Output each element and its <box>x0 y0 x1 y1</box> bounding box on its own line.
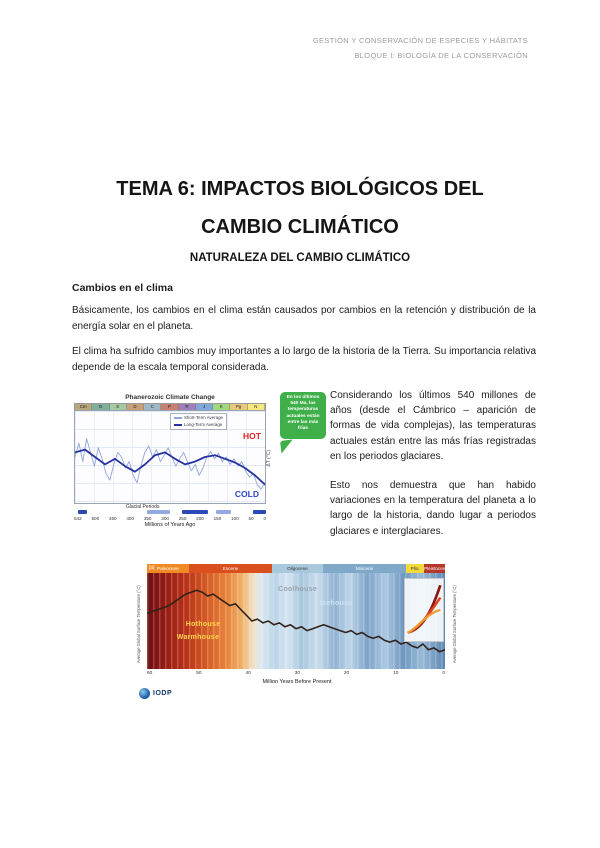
header-block-line: BLOQUE I: BIOLOGÍA DE LA CONSERVACIÓN <box>354 50 528 60</box>
fig2-xtick: 20 <box>343 671 350 676</box>
fig1-xtick: 500 <box>91 516 100 521</box>
fig1-xtick: 50 <box>248 516 254 521</box>
fig2-epoch-miocene: Miocene <box>322 564 407 573</box>
glacial-period-bar <box>252 510 266 514</box>
fig1-hot-label: HOT <box>243 431 261 442</box>
fig1-xtick: 0 <box>263 516 266 521</box>
fig1-xtick: 300 <box>161 516 169 521</box>
fig1-xtick: 200 <box>196 516 204 521</box>
iodp-logo-text: IODP <box>153 690 173 697</box>
fig1-xtick: 150 <box>213 516 222 521</box>
fig2-x-axis-ticks: 60 50 40 30 20 10 0 <box>147 671 445 676</box>
page-title: TEMA 6: IMPACTOS BIOLÓGICOS DEL CAMBIO C… <box>40 170 560 246</box>
fig1-temperature-lines <box>75 438 265 490</box>
legend-label: Short-Term Average <box>184 415 223 420</box>
fig2-epoch-band: Paleocene Eocene Oligocene Miocene Plio. Plei… <box>147 564 445 573</box>
fig2-right-axis-label: Average Global Surface Temperature (°C) <box>452 585 457 663</box>
fig2-xtick: 10 <box>393 671 399 676</box>
fig1-period-Cm: Cm <box>75 404 93 410</box>
fig1-xtick: 542 <box>74 516 82 521</box>
fig1-period-C: C <box>144 404 162 410</box>
future-projection-inset <box>404 578 444 642</box>
fig2-left-axis-label: Average Global Surface Temperature (°C) <box>136 585 141 663</box>
paragraph-2: El clima ha sufrido cambios muy importan… <box>72 346 536 373</box>
callout-text: En los últimos 540 Ma, las temperaturas … <box>286 395 320 432</box>
fig1-period-P: P <box>161 404 179 410</box>
iodp-logo: IODP <box>139 688 172 699</box>
fig1-cold-label: COLD <box>234 489 259 499</box>
fig1-title: Phanerozoic Climate Change <box>125 394 215 401</box>
fig1-legend-item: Long-Term Average <box>174 422 223 429</box>
fig1-period-J: J <box>195 404 214 410</box>
fig1-legend: Short-Term Average Long-Term Average <box>170 413 227 431</box>
page-title-line2: CAMBIO CLIMÁTICO <box>201 216 399 238</box>
fig1-period-N: N <box>247 404 265 410</box>
fig2-plot-area: Hothouse Warmhouse Coolhouse Icehouse <box>147 573 445 669</box>
section-subtitle: NATURALEZA DEL CAMBIO CLIMÁTICO <box>189 252 411 264</box>
zone-label-hothouse: Hothouse <box>185 621 221 628</box>
fig2-temperature-line <box>147 589 445 653</box>
zone-label-coolhouse: Coolhouse <box>278 586 317 594</box>
zone-label-icehouse: Icehouse <box>319 599 353 607</box>
fig1-xtick: 250 <box>178 516 187 521</box>
paragraph-4: Esto nos demuestra que han habido variac… <box>330 479 536 537</box>
fig1-period-K: K <box>213 404 231 410</box>
fig1-xtick: 450 <box>108 516 117 521</box>
iodp-globe-icon <box>139 688 150 699</box>
fig1-glacial-row: Glacial Periods <box>74 504 266 515</box>
fig1-plot-area: Short-Term Average Long-Term Average HOT … <box>74 410 266 504</box>
fig2-epoch-oligocene: Oligocene <box>272 564 323 573</box>
fig2-epoch-eocene: Eocene <box>188 564 273 573</box>
fig2-xtick: 60 <box>147 671 153 676</box>
fig2-xtick: 0 <box>442 671 445 676</box>
glacial-period-bar <box>181 510 209 514</box>
heading-cambios-en-el-clima: Cambios en el clima <box>72 282 173 294</box>
legend-label: Long-Term Average <box>184 421 223 427</box>
fig1-period-band: Cm O S D C P Tr J K Pg N <box>74 403 266 410</box>
legend-line-swatch <box>174 417 182 420</box>
fig2-xtick: 40 <box>245 671 251 676</box>
fig1-glacial-bars <box>74 510 266 514</box>
glacial-period-bar <box>216 510 232 514</box>
right-text-column: Considerando los últimos 540 millones de… <box>330 388 536 539</box>
future-scenarios-fan-icon <box>406 584 442 634</box>
fig1-period-O: O <box>92 404 110 410</box>
fig1-right-axis-label: ΔT (°C) <box>266 450 272 467</box>
fig1-x-axis-ticks: 542 500 450 400 350 300 250 200 150 100 50 0 <box>74 516 266 521</box>
callout-bubble: En los últimos 540 Ma, las temperaturas … <box>267 392 326 454</box>
figure-cenozoic-temperature: [a] Paleocene Eocene Oligocene Miocene Plio.… <box>135 556 459 704</box>
zone-label-warmhouse: Warmhouse <box>176 634 220 642</box>
fig1-xtick: 350 <box>143 516 152 521</box>
fig1-legend-item: Short-Term Average <box>174 415 223 422</box>
fig2-xtick: 50 <box>196 671 202 676</box>
paragraph-3: Considerando los últimos 540 millones de… <box>330 390 536 462</box>
fig2-corner-label: [a] <box>149 565 155 571</box>
legend-line-swatch <box>174 423 182 426</box>
fig1-period-D: D <box>126 404 145 410</box>
glacial-period-bar <box>77 510 88 514</box>
fig2-x-axis-label: Million Years Before Present <box>262 679 332 685</box>
fig2-epoch-paleocene: Paleocene <box>147 564 189 573</box>
fig1-period-Tr: Tr <box>178 404 196 410</box>
paragraph-1: Básicamente, los cambios en el clima est… <box>72 305 536 332</box>
fig1-chart: Phanerozoic Climate Change Cm O S D C P Tr J K Pg… <box>74 394 266 528</box>
fig2-epoch-plio: Plio. <box>406 564 425 573</box>
fig1-period-S: S <box>109 404 127 410</box>
glacial-period-bar <box>146 510 170 514</box>
figure-phanerozoic-climate: Phanerozoic Climate Change Cm O S D C P Tr J K Pg… <box>72 392 328 542</box>
fig2-epoch-pleistocene: Pleistocene <box>424 564 445 573</box>
fig1-x-axis-label: Millions of Years Ago <box>144 522 196 528</box>
fig1-period-Pg: Pg <box>230 404 248 410</box>
fig1-xtick: 400 <box>126 516 135 521</box>
fig1-xtick: 100 <box>231 516 239 521</box>
page-title-line1: TEMA 6: IMPACTOS BIOLÓGICOS DEL <box>116 178 484 200</box>
fig2-xtick: 30 <box>294 671 300 676</box>
fig1-glacial-label: Glacial Periods <box>125 504 160 510</box>
header-course-line: GESTIÓN Y CONSERVACIÓN DE ESPECIES Y HÁB… <box>312 36 528 45</box>
down-left-arrow-icon: ↙ <box>276 437 284 447</box>
page-header: GESTIÓN Y CONSERVACIÓN DE ESPECIES Y HÁB… <box>313 34 528 63</box>
